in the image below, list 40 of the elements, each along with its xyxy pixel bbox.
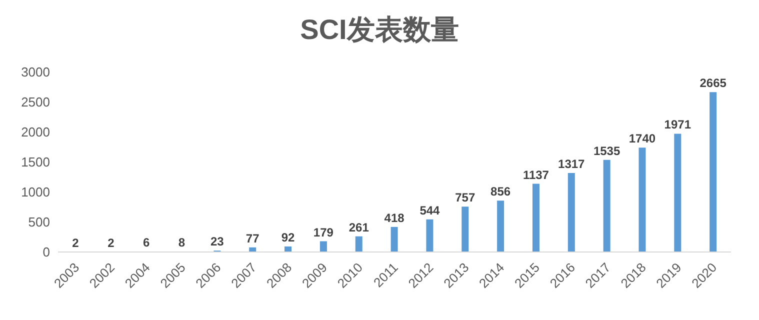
- data-label: 1317: [558, 156, 586, 171]
- bar: [462, 206, 469, 252]
- bar: [390, 226, 398, 252]
- y-tick-label: 0: [42, 244, 50, 260]
- data-label: 2: [72, 236, 80, 250]
- data-label: 418: [384, 210, 405, 225]
- bar: [603, 160, 610, 252]
- chart-title: SCI发表数量: [299, 13, 460, 47]
- data-label: 856: [490, 184, 511, 199]
- bar: [355, 236, 362, 252]
- data-label: 544: [420, 203, 440, 218]
- bar: [568, 172, 575, 252]
- y-tick-label: 2500: [21, 94, 50, 110]
- bar: [532, 184, 540, 252]
- data-label: 77: [246, 231, 260, 246]
- bar: [710, 92, 717, 252]
- bar: [674, 134, 682, 252]
- bar: [497, 200, 504, 252]
- bar: [320, 241, 327, 252]
- data-label: 1740: [628, 132, 656, 146]
- data-label: 2665: [700, 76, 727, 90]
- data-label: 1137: [522, 168, 550, 182]
- y-tick-label: 1000: [21, 184, 50, 200]
- data-label: 23: [210, 234, 224, 249]
- data-label: 757: [455, 190, 476, 205]
- data-label: 8: [178, 236, 186, 250]
- y-tick-label: 3000: [21, 64, 50, 80]
- bar: [426, 219, 434, 252]
- y-tick-label: 500: [28, 214, 50, 230]
- data-label: 92: [281, 230, 296, 244]
- bar: [638, 148, 646, 252]
- data-label: 261: [348, 220, 370, 234]
- y-tick-label: 1500: [21, 154, 50, 170]
- data-label: 179: [313, 225, 334, 240]
- bar: [284, 246, 292, 252]
- data-label: 1971: [664, 118, 692, 132]
- data-label: 6: [143, 236, 150, 250]
- y-tick-label: 2000: [21, 124, 50, 140]
- data-label: 2: [108, 236, 115, 250]
- data-label: 1535: [593, 144, 620, 158]
